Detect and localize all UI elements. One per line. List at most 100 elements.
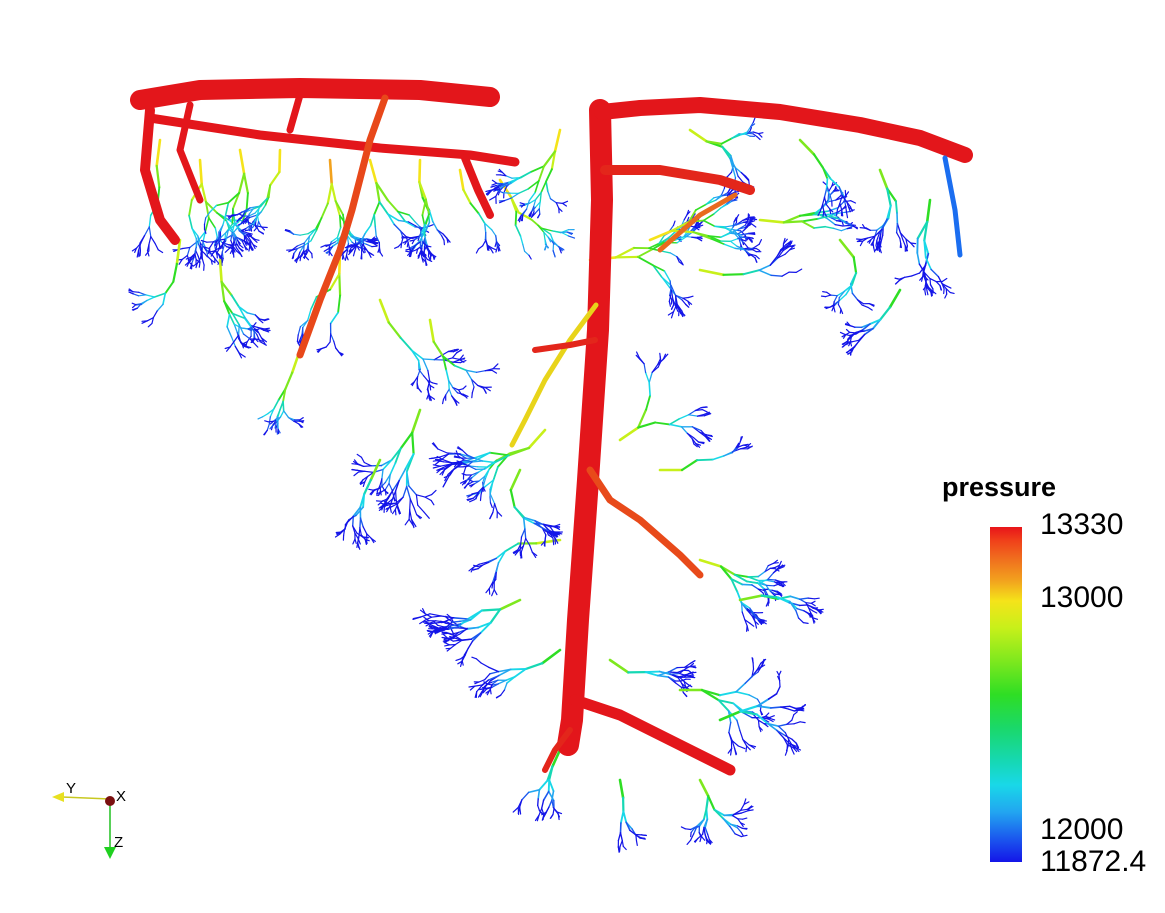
capillary-segment (274, 422, 277, 429)
capillary-segment (536, 814, 540, 822)
capillary-segment (420, 224, 427, 235)
capillary-segment (733, 812, 743, 816)
capillary-segment (386, 199, 399, 213)
left-ring-outer (130, 78, 500, 110)
capillary-segment (695, 443, 702, 446)
capillary-segment (151, 317, 154, 324)
capillary-segment (175, 238, 182, 266)
capillary-segment (669, 280, 673, 292)
capillary-segment (693, 443, 698, 448)
capillary-segment (614, 255, 640, 259)
capillary-segment (638, 357, 645, 365)
capillary-segment (749, 126, 753, 132)
capillary-segment (427, 255, 431, 261)
capillary-segment (246, 312, 256, 316)
capillary-segment (428, 624, 435, 629)
capillary-segment (246, 208, 254, 213)
mid-branch-4 (542, 727, 573, 773)
capillary-segment (658, 670, 672, 676)
capillary-segment (495, 550, 507, 560)
capillary-segment (776, 590, 782, 595)
capillary-segment (523, 250, 530, 256)
capillary-segment (491, 589, 495, 597)
capillary-segment (352, 250, 356, 257)
capillary-segment (538, 201, 541, 210)
capillary-segment (471, 378, 479, 386)
capillary-segment (898, 276, 906, 280)
capillary-segment (736, 245, 745, 250)
capillary-segment (259, 341, 267, 346)
capillary-segment (336, 226, 342, 239)
capillary-segment (661, 276, 672, 287)
capillary-segment (706, 833, 710, 841)
capillary-segment (782, 220, 804, 224)
capillary-segment (698, 558, 723, 568)
capillary-segment (374, 226, 377, 237)
capillary-segment (548, 765, 554, 782)
capillary-segment (260, 204, 267, 213)
capillary-segment (688, 128, 708, 143)
capillary-segment (221, 251, 224, 259)
capillary-segment (397, 507, 401, 515)
capillary-segment (841, 195, 848, 203)
capillary-segment (372, 242, 378, 247)
capillary-segment (648, 381, 651, 397)
capillary-segment (739, 710, 758, 716)
capillary-segment (705, 140, 723, 145)
capillary-segment (467, 640, 474, 650)
capillary-segment (447, 632, 456, 637)
capillary-segment (537, 798, 539, 807)
capillary-segment (428, 224, 434, 227)
capillary-segment (417, 387, 422, 393)
capillary-segment (670, 285, 677, 297)
capillary-segment (758, 264, 772, 272)
capillary-segment (240, 228, 247, 231)
capillary-segment (810, 602, 816, 607)
capillary-segment (274, 416, 282, 422)
capillary-segment (858, 333, 866, 341)
capillary-segment (744, 133, 751, 137)
capillary-segment (693, 837, 699, 843)
capillary-segment (296, 245, 305, 250)
capillary-segment (833, 185, 837, 192)
capillary-segment (789, 705, 797, 710)
capillary-segment (469, 498, 476, 503)
capillary-segment (780, 245, 789, 251)
capillary-segment (244, 219, 249, 224)
capillary-segment (848, 333, 857, 336)
capillary-segment (231, 221, 236, 234)
capillary-segment (752, 133, 758, 138)
capillary-segment (328, 158, 334, 186)
capillary-segment (734, 166, 742, 174)
capillary-segment (689, 660, 696, 665)
capillary-segment (348, 247, 352, 253)
capillary-segment (782, 245, 791, 252)
capillary-segment (678, 668, 687, 675)
capillary-segment (903, 275, 913, 278)
capillary-segment (424, 236, 428, 246)
capillary-segment (757, 619, 764, 625)
capillary-segment (503, 682, 508, 691)
capillary-segment (550, 150, 557, 171)
capillary-segment (249, 215, 257, 219)
capillary-segment (451, 357, 460, 360)
capillary-segment (236, 239, 241, 246)
capillary-segment (330, 333, 335, 342)
capillary-segment (548, 799, 553, 808)
capillary-segment (430, 456, 440, 460)
capillary-segment (420, 613, 431, 618)
capillary-segment (514, 667, 527, 678)
capillary-segment (442, 459, 453, 464)
capillary-segment (684, 665, 692, 670)
capillary-segment (754, 621, 758, 629)
capillary-segment (520, 536, 523, 545)
capillary-segment (924, 256, 932, 271)
capillary-segment (249, 338, 255, 344)
capillary-segment (687, 683, 693, 688)
capillary-segment (738, 594, 763, 602)
capillary-segment (482, 478, 486, 488)
capillary-segment (637, 248, 654, 258)
capillary-segment (303, 235, 311, 244)
capillary-segment (654, 421, 671, 426)
